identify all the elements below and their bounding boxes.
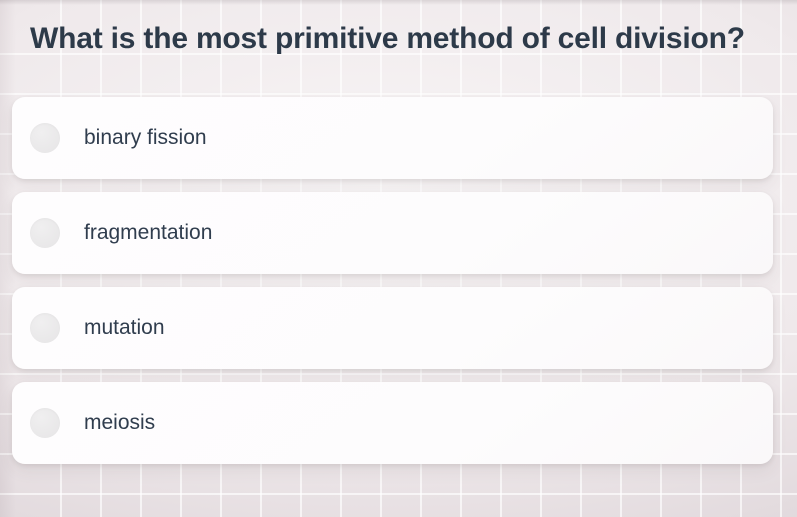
answer-options-list: binary fission fragmentation mutation me…	[12, 97, 773, 464]
answer-option-meiosis[interactable]: meiosis	[12, 382, 773, 464]
answer-option-label: fragmentation	[84, 221, 213, 244]
answer-option-mutation[interactable]: mutation	[12, 287, 773, 369]
radio-button-icon[interactable]	[30, 218, 60, 248]
answer-option-fragmentation[interactable]: fragmentation	[12, 192, 773, 274]
answer-option-label: mutation	[84, 316, 165, 339]
answer-option-label: meiosis	[84, 411, 156, 434]
radio-button-icon[interactable]	[30, 123, 60, 153]
question-text: What is the most primitive method of cel…	[30, 22, 745, 55]
radio-button-icon[interactable]	[30, 313, 60, 343]
answer-option-binary-fission[interactable]: binary fission	[12, 97, 773, 179]
answer-option-label: binary fission	[84, 126, 207, 149]
radio-button-icon[interactable]	[30, 408, 60, 438]
